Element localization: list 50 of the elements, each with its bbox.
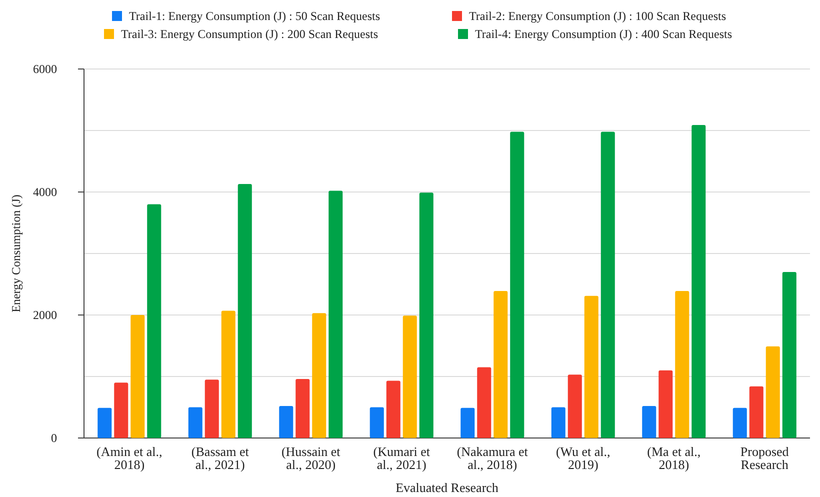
legend-label: Trail-3: Energy Consumption (J) : 200 Scan Requests — [121, 27, 378, 41]
y-tick-label: 2000 — [33, 308, 57, 322]
bar — [204, 380, 219, 438]
bar — [370, 407, 384, 438]
bar — [551, 407, 566, 438]
bar — [782, 272, 796, 438]
x-tick-label: Proposed Research — [740, 444, 790, 472]
bar — [328, 190, 343, 438]
bar — [147, 204, 162, 438]
x-tick-label: (Amin et al., 2018) — [96, 444, 162, 472]
y-tick-label: 0 — [51, 430, 57, 445]
bar — [494, 291, 508, 438]
legend-label: Trail-4: Energy Consumption (J) : 400 Scan Requests — [475, 27, 732, 41]
x-tick-label: (Kumari et al., 2021) — [373, 444, 430, 472]
x-tick-label: (Wu et al., 2019) — [556, 444, 610, 472]
x-axis-title: Evaluated Research — [396, 480, 499, 495]
bar — [658, 370, 673, 438]
bar — [402, 316, 417, 438]
bar — [642, 406, 656, 438]
bar — [692, 124, 706, 438]
x-tick-label: (Ma et al., 2018) — [647, 444, 701, 472]
bar — [238, 184, 252, 438]
bar — [312, 313, 326, 438]
bar — [386, 380, 400, 438]
bar — [568, 374, 582, 438]
bar — [732, 408, 747, 438]
y-tick-label: 6000 — [33, 62, 57, 76]
bar — [296, 378, 310, 438]
bar — [419, 192, 434, 438]
legend-label: Trail-2: Energy Consumption (J) : 100 Scan Requests — [469, 9, 726, 23]
x-tick-label: (Nakamura et al., 2018) — [456, 444, 528, 472]
bar — [510, 132, 524, 438]
bar — [675, 291, 690, 438]
y-axis-title: Energy Consumption (J) — [9, 194, 23, 312]
bar — [766, 346, 780, 438]
bar — [584, 296, 598, 438]
bar — [460, 408, 475, 438]
y-tick-label: 4000 — [33, 184, 57, 199]
bar — [114, 382, 128, 438]
bar — [221, 310, 236, 438]
bar — [279, 406, 294, 438]
bar — [130, 315, 145, 438]
bar — [98, 408, 112, 438]
bar — [477, 367, 492, 438]
x-tick-label: (Bassam et al., 2021) — [191, 444, 250, 472]
x-tick-label: (Hussain et al., 2020) — [281, 444, 341, 472]
bar — [188, 407, 202, 438]
legend-label: Trail-1: Energy Consumption (J) : 50 Scan Requests — [129, 9, 380, 23]
bar — [600, 132, 615, 438]
bar — [749, 386, 764, 438]
